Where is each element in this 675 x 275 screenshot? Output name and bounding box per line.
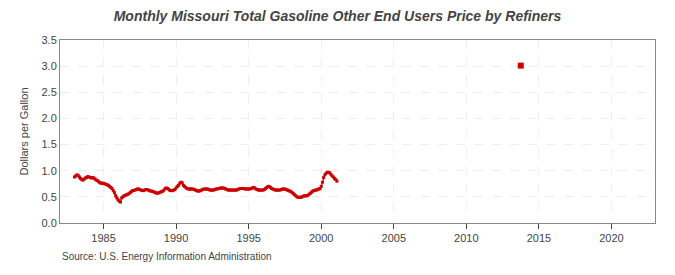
svg-text:2000: 2000	[309, 232, 333, 244]
svg-text:Dollars per Gallon: Dollars per Gallon	[18, 87, 30, 175]
svg-text:Monthly Missouri Total Gasolin: Monthly Missouri Total Gasoline Other En…	[114, 8, 562, 24]
svg-text:1.0: 1.0	[42, 165, 57, 177]
svg-text:1995: 1995	[236, 232, 260, 244]
svg-text:0.5: 0.5	[42, 191, 57, 203]
svg-text:1.5: 1.5	[42, 138, 57, 150]
svg-text:0.0: 0.0	[42, 217, 57, 229]
svg-text:1985: 1985	[91, 232, 115, 244]
svg-text:2010: 2010	[454, 232, 478, 244]
svg-text:3.5: 3.5	[42, 34, 57, 46]
svg-text:2020: 2020	[599, 232, 623, 244]
svg-text:1990: 1990	[164, 232, 188, 244]
svg-text:2.0: 2.0	[42, 112, 57, 124]
svg-text:3.0: 3.0	[42, 60, 57, 72]
svg-text:2005: 2005	[382, 232, 406, 244]
svg-text:Source: U.S. Energy Informatio: Source: U.S. Energy Information Administ…	[62, 251, 272, 262]
svg-text:2015: 2015	[527, 232, 551, 244]
svg-text:2.5: 2.5	[42, 86, 57, 98]
